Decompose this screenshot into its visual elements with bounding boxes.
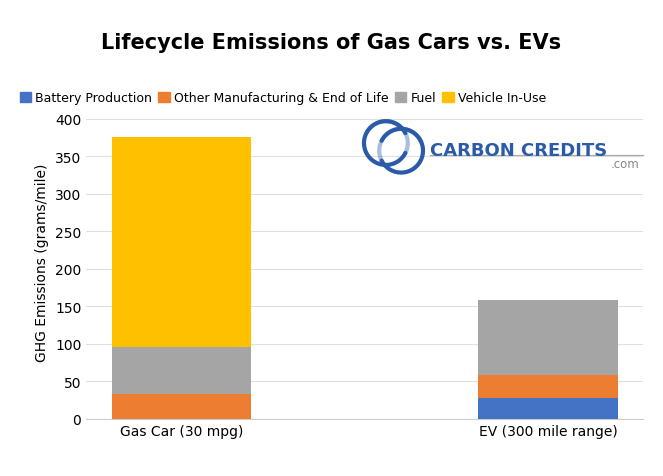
Y-axis label: GHG Emissions (grams/mile): GHG Emissions (grams/mile) — [35, 163, 50, 361]
Bar — [111, 394, 251, 419]
Legend: Battery Production, Other Manufacturing & End of Life, Fuel, Vehicle In-Use: Battery Production, Other Manufacturing … — [19, 92, 546, 105]
Bar — [479, 301, 618, 376]
Bar — [479, 376, 618, 398]
Text: Lifecycle Emissions of Gas Cars vs. EVs: Lifecycle Emissions of Gas Cars vs. EVs — [101, 33, 562, 53]
Text: .com: .com — [611, 158, 640, 170]
Bar — [111, 347, 251, 394]
Bar — [111, 138, 251, 347]
Bar — [479, 398, 618, 419]
Text: CARBON CREDITS: CARBON CREDITS — [430, 142, 607, 160]
